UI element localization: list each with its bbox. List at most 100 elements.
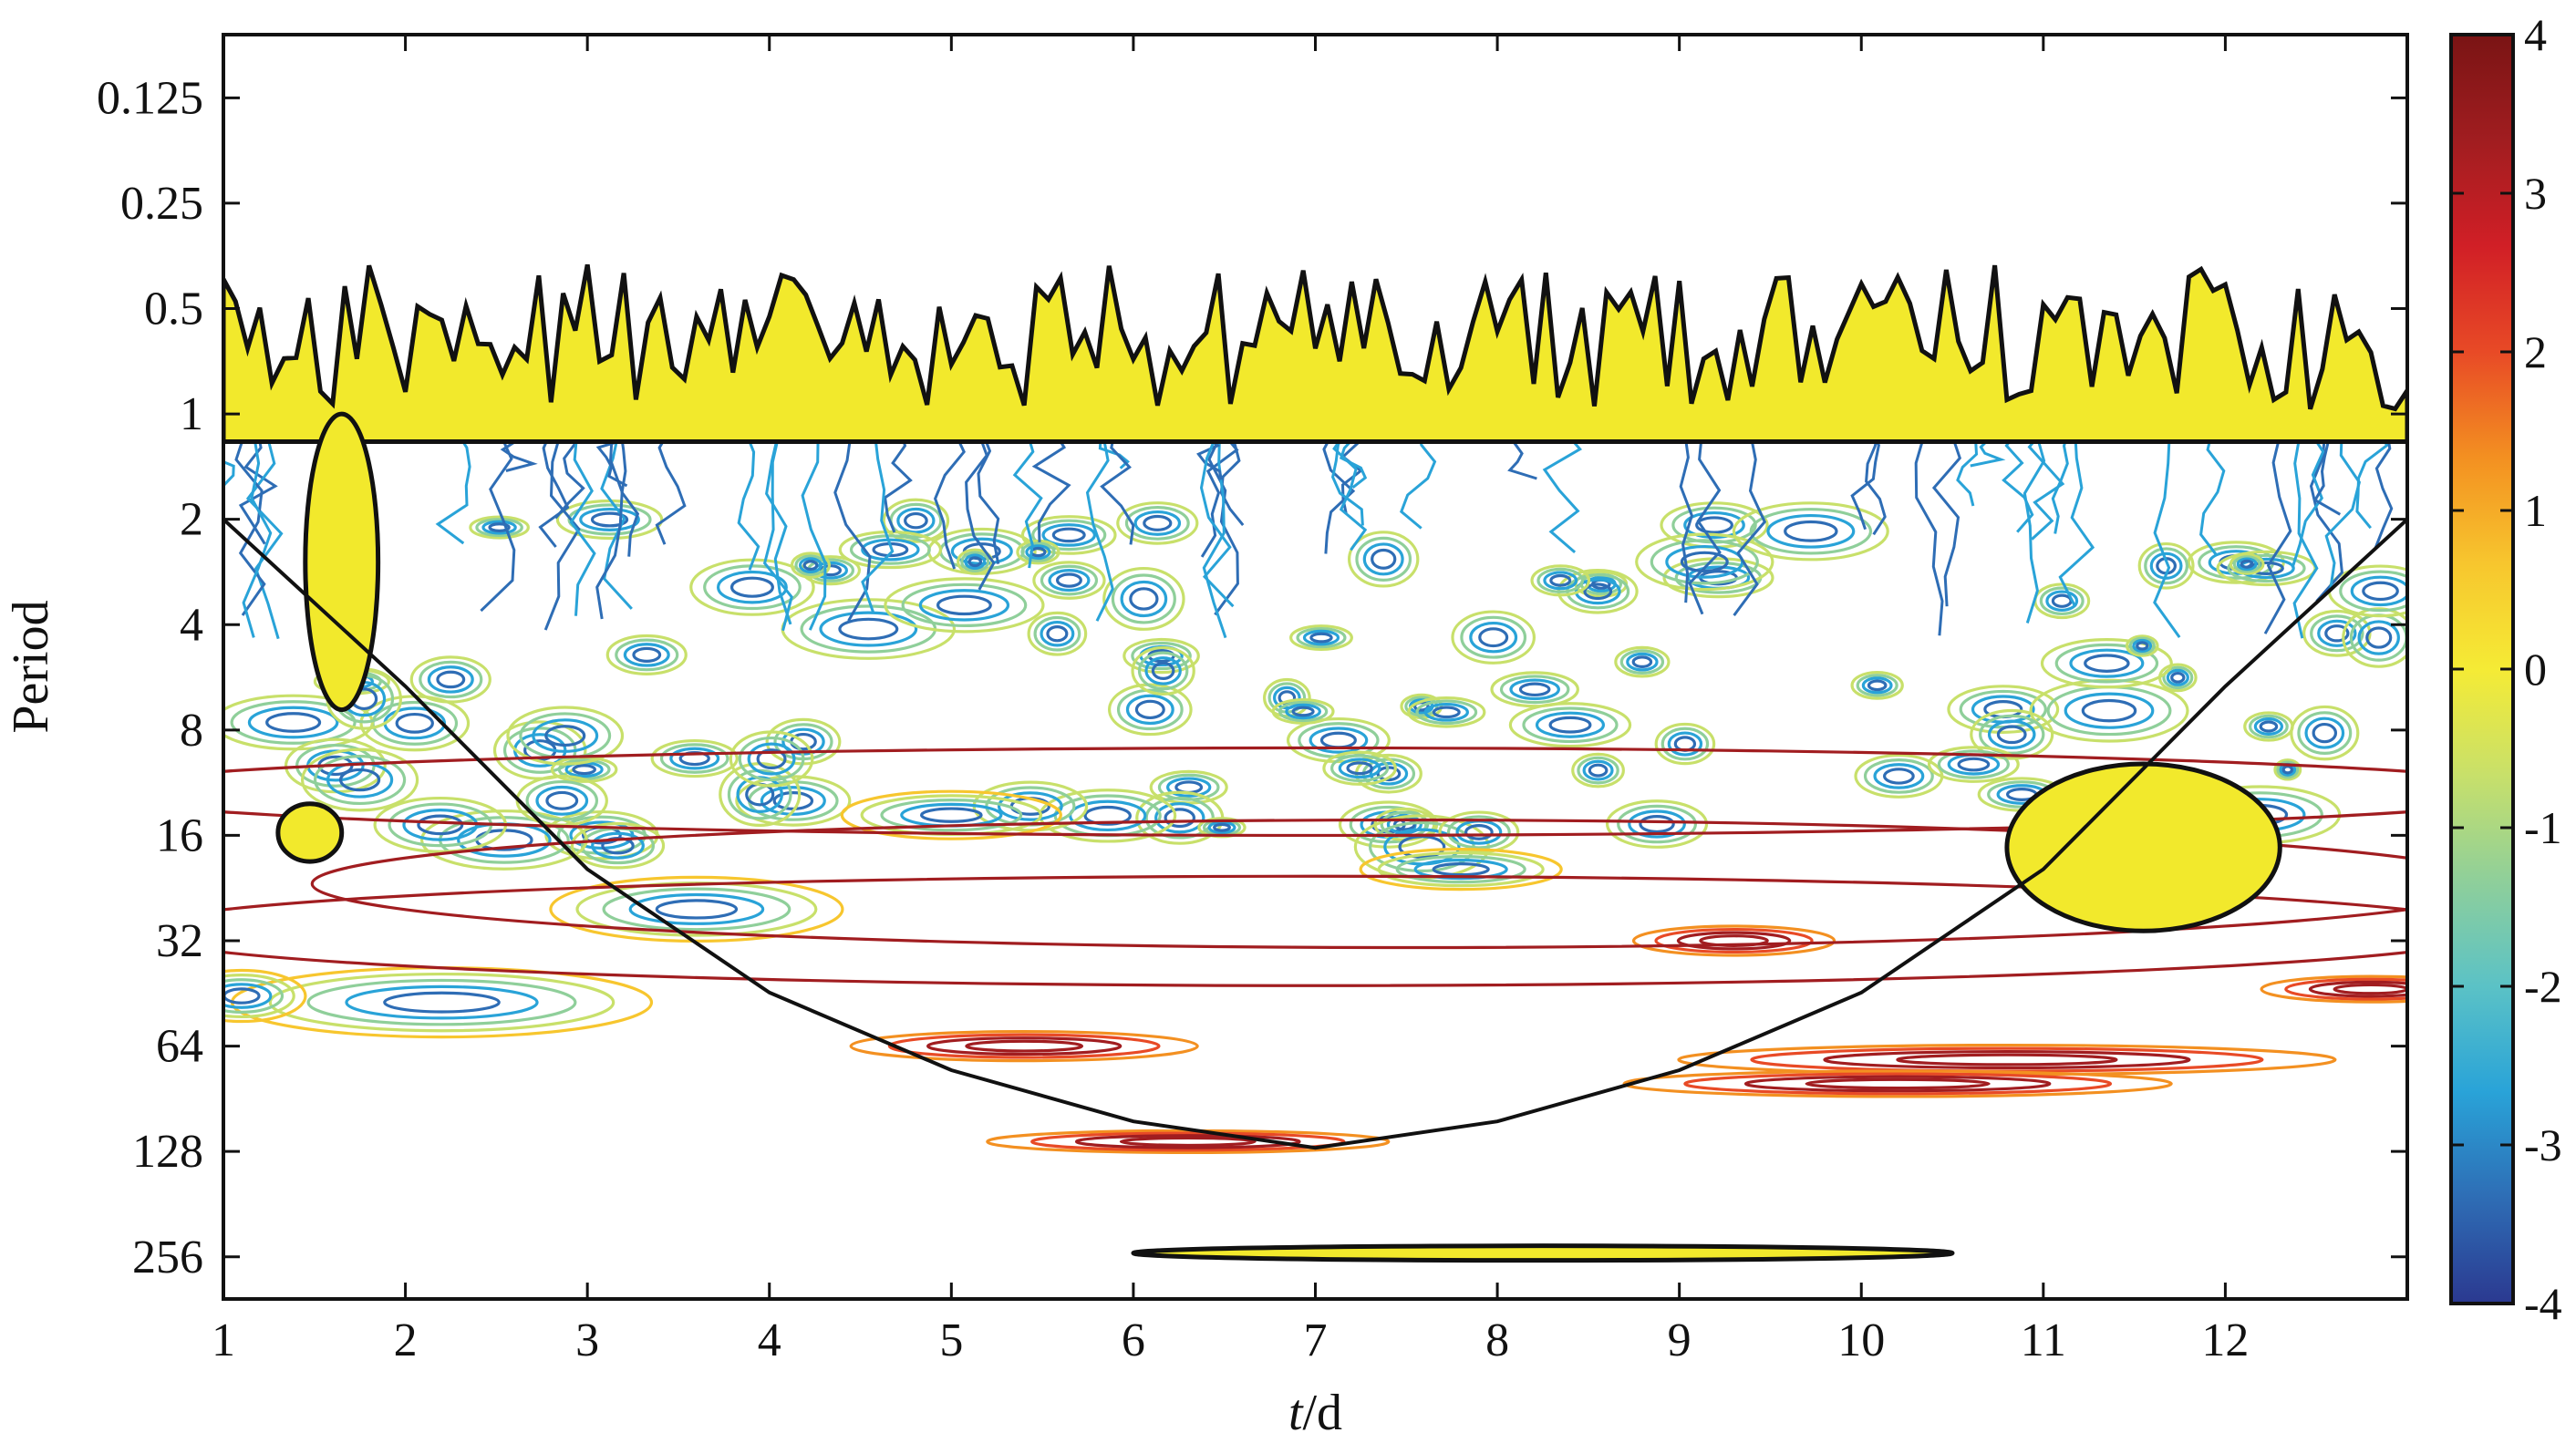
contour-eye (417, 814, 464, 836)
contour-eye (2149, 551, 2183, 580)
contour-eye (579, 507, 640, 531)
contour-squiggle (1865, 428, 1887, 536)
contour-positive-oval (1683, 1072, 2113, 1096)
contour-eye (1020, 515, 1117, 555)
contour-eye (2128, 636, 2156, 655)
contour-eye (1518, 682, 1551, 697)
contour-eye (469, 515, 530, 540)
contour-eye (1046, 625, 1069, 643)
contour-eye (2132, 638, 2153, 653)
contour-eye (436, 670, 466, 689)
contour-eye (1660, 727, 1710, 761)
contour-squiggle (2355, 427, 2390, 530)
contour-eye (1143, 514, 1173, 531)
contour-eye (475, 518, 523, 538)
contour-eye (1662, 557, 1774, 599)
contour-eye (2144, 547, 2189, 585)
contour-positive-oval (887, 1033, 1161, 1059)
contour-eye (1987, 719, 2036, 749)
contour-squiggle (1688, 428, 1722, 615)
contour-eye (790, 551, 832, 579)
y-tick-label: 256 (132, 1232, 203, 1283)
contour-eye (591, 831, 645, 860)
contour-eye (1144, 656, 1182, 685)
contour-eye (1048, 569, 1091, 593)
contour-eye (1867, 679, 1888, 692)
contour-squiggle (480, 428, 516, 613)
contour-squiggle (883, 428, 913, 533)
y-tick-label: 0.25 (120, 178, 203, 230)
contour-positive-oval (1631, 924, 1836, 957)
y-tick-label: 64 (156, 1021, 203, 1073)
contour-eye (230, 700, 357, 745)
contour-positive-oval (849, 1029, 1199, 1063)
contour-squiggle (2023, 428, 2046, 624)
y-tick-label: 0.125 (97, 72, 203, 124)
contour-squiggle (238, 428, 278, 545)
contour-squiggle (737, 428, 760, 571)
contour-eye (2229, 552, 2265, 575)
significance-region (1131, 1243, 1955, 1263)
contour-squiggle (543, 428, 581, 631)
contour-eye (884, 577, 1045, 634)
contour-eye (1499, 675, 1570, 705)
contour-eye (1278, 700, 1329, 723)
contour-eye (1296, 626, 1347, 649)
contour-squiggle (242, 428, 273, 638)
contour-positive-oval (2284, 977, 2407, 1001)
contour-eye (2357, 620, 2400, 655)
contour-eye (1856, 674, 1898, 697)
contour-squiggle (1219, 428, 1245, 527)
y-tick-label: 0.5 (144, 283, 203, 335)
significance-region (303, 411, 381, 713)
contour-eye (936, 594, 992, 616)
contour-eye (1134, 699, 1165, 720)
contour-eye (1423, 702, 1469, 722)
contour-eye (2162, 665, 2194, 690)
x-tick-label: 2 (394, 1314, 418, 1366)
contour-eye (1784, 520, 1838, 542)
contour-blob (223, 968, 307, 1024)
contour-squiggle (1012, 428, 1043, 569)
contour-eye (1262, 677, 1311, 718)
contour-eye (1588, 763, 1609, 778)
contour-squiggle (2002, 428, 2034, 533)
contour-eye (1614, 645, 1671, 678)
contour-eye (1031, 519, 1107, 551)
contour-blob (383, 991, 501, 1014)
contour-squiggle (833, 428, 872, 622)
contour-positive-oval (1622, 1069, 2173, 1098)
colorbar-tick-label: 0 (2524, 644, 2547, 695)
contour-eye (590, 511, 629, 528)
contour-eye (1122, 637, 1200, 675)
y-tick-label: 32 (156, 915, 203, 967)
contour-blob (223, 978, 284, 1014)
contour-eye (2084, 654, 2130, 673)
contour-blob (1377, 851, 1545, 888)
contour-squiggle (2309, 428, 2343, 603)
significance-regions (223, 263, 2407, 1263)
contour-eye (1083, 805, 1132, 826)
contour-eye (1415, 699, 1478, 726)
contour-squiggle (1031, 428, 1071, 542)
contour-eye (427, 665, 474, 694)
contour-eye (1667, 731, 1703, 757)
contour-band (223, 746, 2407, 838)
contour-eye (904, 511, 928, 530)
contour-eye (1970, 708, 2054, 760)
contour-eye (1749, 508, 1873, 555)
contour-eye (1285, 703, 1321, 720)
contour-eye (1040, 564, 1099, 596)
contour-eye (1957, 757, 1991, 772)
contour-eye (1407, 696, 1486, 728)
contour-eye (1947, 685, 2060, 734)
contour-eye (2236, 557, 2258, 572)
contour-eye (2136, 641, 2149, 651)
x-tick-label: 11 (2021, 1314, 2066, 1366)
contour-eye (1522, 706, 1619, 744)
contour-positive-oval (965, 1039, 1084, 1053)
contour-eye (1530, 564, 1591, 597)
contour-eye (729, 576, 774, 598)
contour-eye (2243, 711, 2294, 742)
x-tick-label: 3 (575, 1314, 599, 1366)
